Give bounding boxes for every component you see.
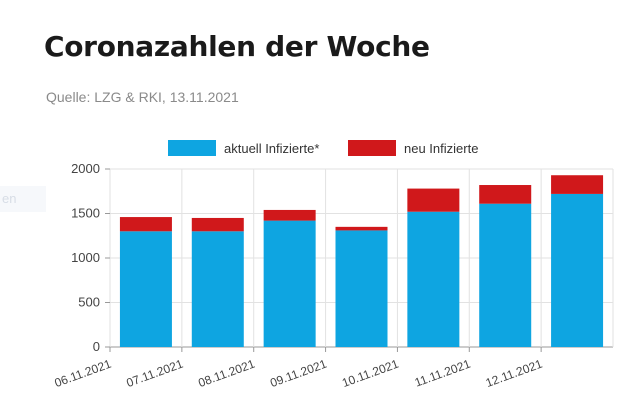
x-tick-label-5: 11.11.2021 [413, 357, 473, 390]
y-tick-label-3: 1500 [71, 206, 100, 221]
x-tick-label-0: 06.11.2021 [53, 357, 114, 391]
x-tick-label-3: 09.11.2021 [268, 357, 329, 391]
bar-aktuell-3[interactable] [335, 230, 388, 347]
source-note: Quelle: LZG & RKI, 13.11.2021 [46, 89, 239, 105]
bar-neu-1[interactable] [191, 217, 244, 232]
x-tick-label-4: 10.11.2021 [340, 357, 401, 391]
x-tick-label-6: 12.11.2021 [484, 357, 545, 391]
y-tick-label-2: 1000 [71, 250, 100, 265]
chart-legend: aktuell Infizierte* neu Infizierte [168, 140, 478, 156]
bar-aktuell-2[interactable] [263, 220, 316, 347]
bars [119, 175, 604, 347]
legend-swatch-1 [348, 140, 396, 156]
bar-aktuell-5[interactable] [479, 203, 532, 347]
y-tick-label-1: 500 [78, 295, 100, 310]
bar-neu-2[interactable] [263, 209, 316, 221]
y-tick-label-0: 0 [93, 339, 100, 354]
x-axis: 06.11.2021 07.11.2021 08.11.2021 09.11.2021… [53, 347, 545, 391]
bar-neu-6[interactable] [551, 175, 604, 194]
bar-neu-4[interactable] [407, 188, 460, 212]
x-tick-label-2: 08.11.2021 [196, 357, 257, 391]
legend-label-1: neu Infizierte [404, 141, 478, 156]
sidebar-ghost-text: en [0, 186, 46, 212]
x-tick-label-1: 07.11.2021 [124, 357, 185, 391]
bar-aktuell-6[interactable] [551, 193, 604, 347]
legend-label-0: aktuell Infizierte* [224, 141, 319, 156]
y-axis: 0 500 1000 1500 2000 [71, 161, 110, 354]
bar-neu-3[interactable] [335, 226, 388, 231]
stacked-bar-chart: aktuell Infizierte* neu Infizierte 0 500 10… [53, 140, 614, 391]
bar-aktuell-1[interactable] [191, 231, 244, 347]
legend-swatch-0 [168, 140, 216, 156]
y-tick-label-4: 2000 [71, 161, 100, 176]
bar-aktuell-0[interactable] [119, 231, 172, 347]
page-title: Coronazahlen der Woche [44, 30, 430, 63]
bar-aktuell-4[interactable] [407, 211, 460, 347]
bar-neu-5[interactable] [479, 185, 532, 204]
bar-neu-0[interactable] [119, 217, 172, 232]
